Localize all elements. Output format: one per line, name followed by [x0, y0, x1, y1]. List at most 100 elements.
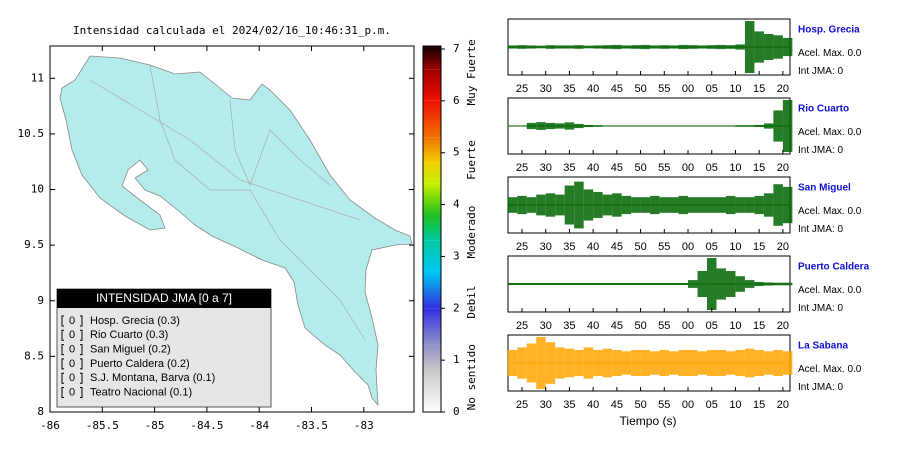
x-tick-label: 00	[682, 83, 694, 95]
amplitude	[574, 181, 584, 229]
amplitude	[706, 258, 717, 310]
amplitude	[773, 110, 783, 142]
amplitude	[621, 351, 632, 375]
amplitude	[659, 282, 670, 286]
amplitude	[555, 194, 565, 216]
amplitude	[650, 195, 660, 215]
amplitude	[725, 195, 736, 215]
x-tick-label: 45	[611, 162, 623, 174]
amplitude	[706, 197, 717, 213]
amplitude	[545, 193, 556, 217]
amplitude	[782, 186, 793, 224]
amplitude	[688, 45, 698, 49]
amplitude	[697, 125, 707, 127]
amplitude	[725, 271, 736, 297]
legend-item: S.J. Montana, Barva (0.1)	[90, 372, 215, 384]
int-text: Int JMA:	[798, 224, 835, 235]
amplitude	[507, 197, 518, 213]
amplitude	[621, 125, 632, 127]
x-tick-label: 05	[706, 399, 718, 411]
x-tick-label: 55	[658, 83, 670, 95]
station-name: Hosp. Grecia	[798, 25, 860, 36]
road	[229, 99, 331, 186]
amplitude	[612, 350, 622, 376]
amplitude	[536, 282, 546, 286]
x-tick-label: 30	[540, 162, 552, 174]
amplitude	[621, 45, 632, 49]
amplitude	[640, 197, 651, 213]
bracket	[61, 315, 83, 327]
amplitude	[631, 350, 641, 376]
amplitude	[517, 125, 527, 127]
colorbar-tick-label: 7	[453, 42, 460, 55]
bracket	[61, 358, 83, 370]
colorbar-tick-label: 1	[453, 353, 460, 366]
legend-intensity: 0	[69, 344, 75, 356]
x-tick-label: 10	[729, 399, 741, 411]
amplitude	[593, 282, 603, 286]
amplitude	[669, 125, 679, 127]
y-tick-label: 9	[37, 294, 44, 307]
x-tick-label: 00	[682, 162, 694, 174]
amplitude	[773, 184, 783, 226]
station-name: Puerto Caldera	[798, 262, 870, 273]
x-tick-label: 55	[658, 162, 670, 174]
x-tick-label: 20	[777, 241, 789, 253]
x-tick-label: 40	[587, 399, 599, 411]
amplitude	[659, 350, 670, 376]
amplitude	[631, 125, 641, 127]
colorbar-label: Moderado	[465, 206, 478, 259]
legend-item: Puerto Caldera (0.2)	[90, 358, 190, 370]
x-tick-label: 50	[634, 83, 646, 95]
station-name: La Sabana	[798, 341, 848, 352]
acel-text: Acel. Max.	[798, 364, 845, 375]
colorbar-segment	[423, 163, 441, 184]
x-tick-label: 55	[658, 320, 670, 332]
legend-item: Teatro Nacional (0.1)	[90, 386, 192, 398]
amplitude	[773, 282, 783, 286]
amplitude	[754, 124, 764, 128]
acel-label: Acel. Max. 0.0	[798, 285, 862, 296]
amplitude	[640, 44, 651, 50]
amplitude	[744, 125, 755, 127]
x-tick-label: 15	[753, 83, 765, 95]
colorbar-tick-label: 2	[453, 301, 460, 314]
int-text: Int JMA:	[798, 145, 835, 156]
x-tick-label: 30	[540, 241, 552, 253]
amplitude	[593, 350, 603, 376]
amplitude	[545, 45, 556, 49]
amplitude	[517, 195, 527, 215]
int-value: 0	[837, 145, 843, 156]
bracket	[61, 387, 83, 398]
amplitude	[507, 282, 518, 286]
amplitude	[659, 45, 670, 49]
x-tick-label: 50	[634, 320, 646, 332]
acel-label: Acel. Max. 0.0	[798, 127, 862, 138]
amplitude	[612, 44, 622, 50]
amplitude	[782, 351, 793, 375]
amplitude	[631, 45, 641, 49]
amplitude	[583, 189, 594, 221]
amplitude	[716, 350, 726, 376]
colorbar-segment	[423, 344, 441, 371]
colorbar-tick-label: 5	[453, 146, 460, 159]
amplitude	[669, 197, 679, 213]
amplitude	[555, 347, 565, 379]
amplitude	[583, 347, 594, 379]
amplitude	[602, 194, 613, 216]
acel-label: Acel. Max. 0.0	[798, 364, 862, 375]
amplitude	[612, 193, 622, 217]
amplitude	[545, 342, 556, 384]
x-tick-label: 25	[516, 399, 528, 411]
x-tick-label: 15	[753, 162, 765, 174]
amplitude	[716, 44, 726, 50]
colorbar-label: Debil	[465, 286, 478, 319]
legend-intensity: 0	[69, 358, 75, 370]
map-frame	[49, 45, 415, 413]
legend-item: Rio Cuarto (0.3)	[90, 329, 168, 341]
amplitude	[640, 350, 651, 376]
legend-title: INTENSIDAD JMA [0 a 7]	[96, 291, 232, 305]
x-tick-label: 10	[729, 83, 741, 95]
colorbar-tick-label: 3	[453, 249, 460, 262]
x-tick-label: 40	[587, 162, 599, 174]
